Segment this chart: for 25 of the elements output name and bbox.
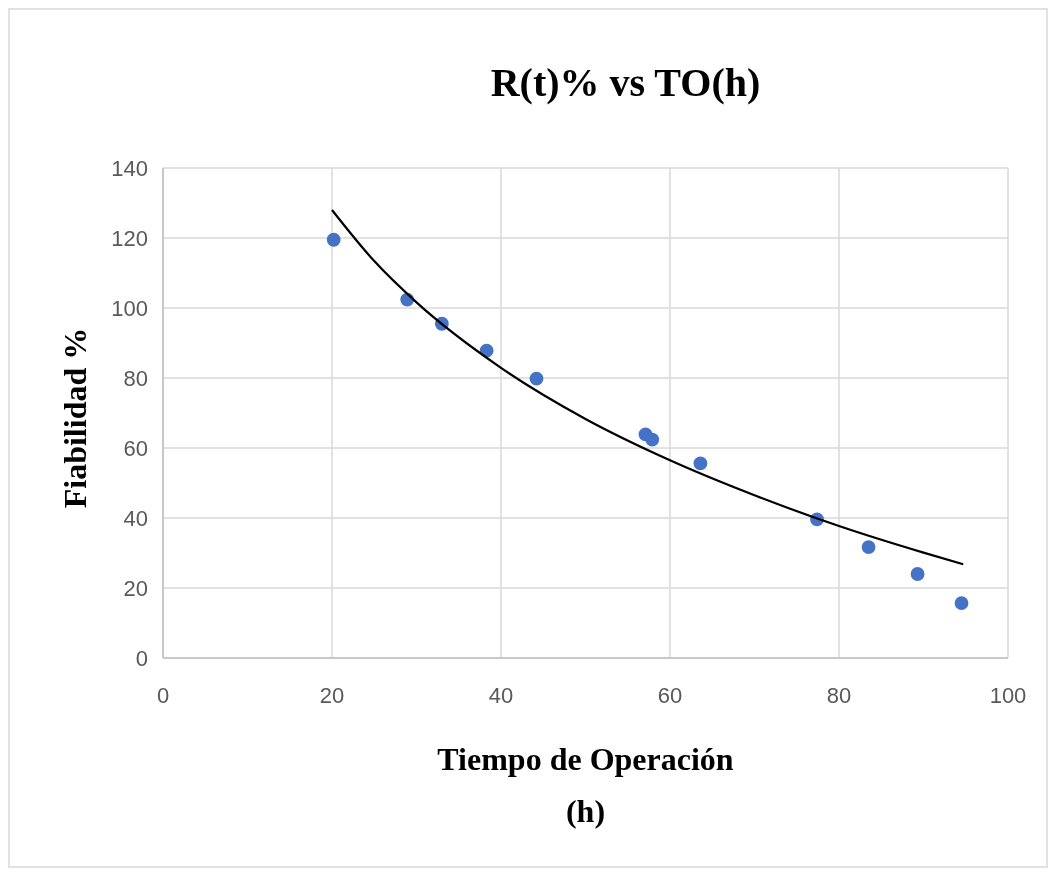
- line-series: [330, 208, 965, 566]
- x-tick-label: 80: [826, 683, 852, 708]
- point: [326, 232, 341, 247]
- y-tick-label: 60: [123, 435, 148, 461]
- y-axis-title: Fiabilidad %: [57, 327, 93, 509]
- x-tick-label: 20: [319, 683, 345, 708]
- point: [954, 596, 969, 610]
- x-axis-title: Tiempo de Operación (h): [437, 741, 734, 829]
- point: [693, 456, 708, 471]
- x-tick-label: 0: [156, 683, 170, 708]
- point: [861, 540, 876, 554]
- y-tick-label: 120: [111, 225, 148, 251]
- y-tick-label: 40: [123, 505, 148, 531]
- point: [529, 371, 544, 386]
- chart-title: R(t)% vs TO(h): [490, 60, 761, 105]
- point: [910, 567, 925, 581]
- x-tick-label: 40: [488, 683, 514, 708]
- y-tick-label: 80: [123, 365, 148, 391]
- point: [645, 432, 660, 447]
- x-tick-label: 60: [657, 683, 683, 708]
- y-tick-label: 0: [135, 645, 148, 671]
- y-tick-label: 20: [123, 575, 148, 601]
- y-tick-label: 100: [111, 295, 148, 321]
- y-tick-label: 140: [111, 155, 148, 181]
- x-tick-label: 100: [989, 683, 1027, 708]
